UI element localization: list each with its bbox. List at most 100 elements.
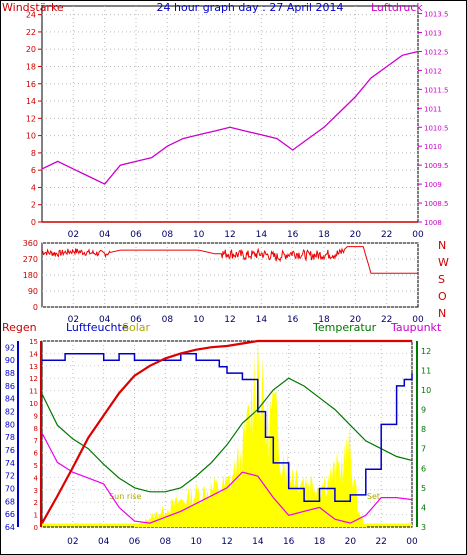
panel2-y-left-tick: 180 — [23, 271, 38, 280]
panel3-rain-tick: 0 — [34, 524, 38, 532]
panel3-x-tick: 00 — [406, 537, 418, 547]
panel2-y-left-tick: 270 — [23, 255, 38, 264]
panel1-y-right-tick: 1012.5 — [424, 48, 449, 56]
panel2-x-tick: 10 — [193, 315, 205, 325]
panel1-y-left-tick: 0 — [31, 218, 36, 227]
panel2-x-tick: 02 — [68, 315, 79, 325]
panel3-x-tick: 08 — [160, 537, 172, 547]
panel3-humidity-tick: 76 — [5, 446, 15, 455]
panel1-y-left-tick: 20 — [26, 45, 36, 54]
panel3-x-tick: 06 — [129, 537, 141, 547]
panel1-title: 24 hour graph day : 27 April 2014 — [157, 1, 344, 14]
panel1-x-tick: 04 — [99, 230, 111, 240]
panel3-rain-tick: 4 — [34, 474, 39, 482]
panel3-x-tick: 04 — [98, 537, 110, 547]
panel2-x-tick: 20 — [350, 315, 362, 325]
panel3-humidity-tick: 64 — [5, 523, 15, 532]
rain-line — [41, 339, 412, 524]
panel2-x-tick: 08 — [162, 315, 174, 325]
panel3-humidity-tick: 82 — [5, 408, 15, 417]
panel1-x-tick: 22 — [381, 230, 392, 240]
dewpoint-line — [41, 432, 413, 524]
panel1-y-left-tick: 18 — [26, 62, 36, 71]
panel2-compass-label: W — [438, 256, 449, 269]
panel3-humidity-tick: 78 — [5, 433, 15, 442]
panel1-y-left-tick: 22 — [26, 28, 36, 37]
panel1-y-left-tick: 24 — [26, 11, 36, 20]
panel3-temp-tick: 11 — [421, 366, 431, 375]
panel3-humidity-tick: 72 — [5, 472, 15, 481]
panel3-temp-tick: 10 — [421, 386, 431, 395]
panel3-x-tick: 22 — [375, 537, 386, 547]
panel3-temp-tick: 6 — [421, 464, 426, 473]
panel2-compass-label: N — [438, 307, 446, 320]
panel1-y-right-tick: 1010.5 — [424, 124, 449, 132]
pressure-line — [41, 50, 419, 185]
panel1-y-right-tick: 1008.5 — [424, 200, 449, 208]
panel2-x-tick: 18 — [318, 315, 330, 325]
panel3-luftfeuchte-label: Luftfeuchte — [66, 321, 129, 334]
panel2-x-tick: 00 — [412, 315, 424, 325]
panel2-y-left-tick: 90 — [28, 287, 38, 296]
panel3-temp-tick: 9 — [421, 406, 426, 415]
panel1-y-right-tick: 1012 — [424, 67, 442, 75]
panel1-y-right-tick: 1011.5 — [424, 86, 449, 94]
panel3-x-tick: 16 — [283, 537, 295, 547]
humidity-line — [42, 353, 413, 503]
panel2-x-tick: 12 — [224, 315, 235, 325]
panel3-rain-tick: 10 — [29, 400, 38, 408]
panel1-x-tick: 02 — [68, 230, 79, 240]
panel3-rain-tick: 13 — [29, 363, 38, 371]
panel1-y-right-tick: 1013 — [424, 30, 442, 38]
panel3-rain-tick: 6 — [34, 450, 39, 458]
panel3-x-tick: 18 — [314, 537, 326, 547]
panel2-compass-label: O — [438, 290, 447, 303]
panel3-x-tick: 12 — [221, 537, 232, 547]
panel3-rain-tick: 9 — [34, 412, 38, 420]
panel3-rain-tick: 11 — [29, 388, 38, 396]
panel3-temp-tick: 3 — [421, 523, 426, 532]
wind-direction-line — [41, 246, 418, 274]
panel1-x-tick: 18 — [318, 230, 330, 240]
panel2-x-tick: 04 — [99, 315, 111, 325]
panel3-temp-tick: 12 — [421, 347, 431, 356]
panel1-y-left-tick: 4 — [31, 183, 36, 192]
panel3-humidity-tick: 88 — [5, 369, 15, 378]
panel3-rain-tick: 8 — [34, 425, 38, 433]
panel1-y-right-tick: 1009.5 — [424, 162, 449, 170]
sunset-label: Set — [367, 492, 380, 501]
panel1-y-right-tick: 1013.5 — [424, 11, 449, 19]
panel3-humidity-tick: 66 — [5, 510, 15, 519]
panel3-rain-tick: 3 — [34, 487, 38, 495]
panel1-x-tick: 12 — [224, 230, 235, 240]
panel3-temp-tick: 8 — [421, 425, 426, 434]
panel3-humidity-tick: 86 — [5, 382, 15, 391]
panel1-y-right-tick: 1009 — [424, 181, 442, 189]
panel3-temp-tick: 7 — [421, 445, 426, 454]
panel3-rain-tick: 7 — [34, 437, 38, 445]
panel3-x-tick: 20 — [345, 537, 357, 547]
panel3-rain-tick: 5 — [34, 462, 38, 470]
panel1-y-left-tick: 14 — [26, 97, 36, 106]
panel2-y-left-tick: 360 — [23, 239, 38, 248]
panel1-y-right-tick: 1008 — [424, 219, 442, 227]
panel2-compass-label: N — [438, 239, 446, 252]
panel3-x-tick: 10 — [190, 537, 202, 547]
panel3-x-tick: 14 — [252, 537, 264, 547]
panel1-x-tick: 00 — [412, 230, 424, 240]
panel1-y-left-tick: 6 — [31, 166, 36, 175]
solar-area — [42, 341, 412, 527]
panel2-x-tick: 06 — [130, 315, 142, 325]
panel2-x-tick: 16 — [287, 315, 299, 325]
panel1-y-left-tick: 16 — [26, 80, 36, 89]
panel3-humidity-tick: 68 — [5, 497, 15, 506]
panel3-solar-label: Solar — [122, 321, 151, 334]
panel2-y-left-tick: 0 — [33, 303, 38, 312]
panel3-rain-tick: 14 — [29, 350, 38, 358]
panel3-x-tick: 02 — [67, 537, 78, 547]
panel3-rain-tick: 15 — [29, 338, 38, 346]
panel1-y-left-tick: 2 — [31, 201, 36, 210]
panel3-rain-tick: 12 — [29, 375, 38, 383]
panel3-rain-tick: 1 — [34, 512, 38, 520]
